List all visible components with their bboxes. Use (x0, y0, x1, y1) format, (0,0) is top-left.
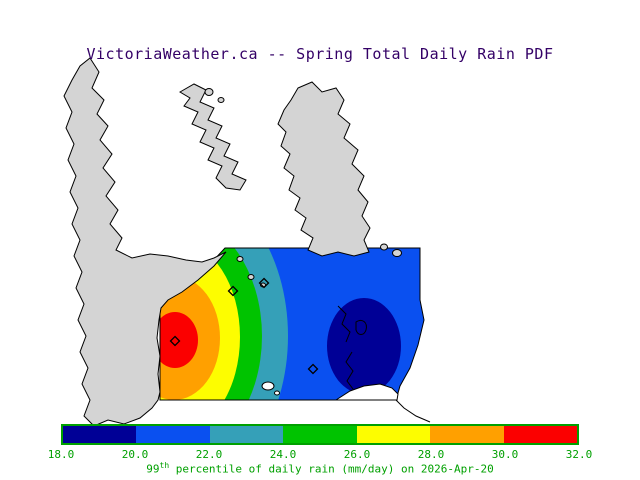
colorbar-ticks: 18.0 20.0 22.0 24.0 26.0 28.0 30.0 32.0 (48, 448, 593, 461)
colorbar-tick-label: 18.0 (47, 448, 75, 461)
colorbar-tick-label: 28.0 (417, 448, 445, 461)
landmass-west (63, 57, 227, 427)
small-island (247, 274, 255, 280)
inlet-loop-detail (355, 319, 367, 335)
landmass-north-central (179, 83, 247, 191)
colorbar-segment (209, 426, 284, 443)
harbour-coast-detail (337, 305, 351, 343)
caption-prefix: 99 (146, 462, 160, 476)
colorbar-segment (503, 426, 577, 443)
colorbar-tick-label: 22.0 (195, 448, 223, 461)
station-marker (307, 363, 319, 375)
colorbar-tick-label: 30.0 (491, 448, 519, 461)
caption-superscript: th (159, 461, 170, 470)
lagoon-island (261, 381, 275, 391)
colorbar-tick-label: 32.0 (565, 448, 593, 461)
caption-rest: percentile of daily rain (mm/day) on 202… (169, 462, 494, 476)
contour-field (160, 248, 424, 400)
sea-notch (334, 383, 399, 401)
caption: 99th percentile of daily rain (mm/day) o… (0, 461, 640, 476)
colorbar (61, 424, 579, 445)
colorbar-tick-label: 20.0 (121, 448, 149, 461)
contour-band-18-20 (327, 298, 401, 394)
harbour-coast-detail (345, 351, 354, 390)
stations-layer (169, 277, 319, 375)
station-marker (258, 277, 270, 289)
colorbar-tick-label: 24.0 (269, 448, 297, 461)
small-island (380, 243, 388, 251)
colorbar-tick-label: 26.0 (343, 448, 371, 461)
small-island (217, 97, 225, 103)
station-marker (227, 285, 239, 297)
small-island (236, 256, 244, 262)
contour-band-30-32 (160, 312, 198, 368)
colorbar-segment (63, 426, 137, 443)
station-marker (169, 335, 181, 347)
plot-title: VictoriaWeather.ca -- Spring Total Daily… (86, 45, 554, 63)
lagoon-islet (274, 390, 280, 396)
small-island (204, 88, 214, 96)
southeast-coastline (395, 399, 431, 423)
colorbar-segment (356, 426, 431, 443)
colorbar-segment (430, 426, 504, 443)
small-island (392, 249, 402, 257)
colorbar-segment (283, 426, 357, 443)
colorbar-segment (136, 426, 210, 443)
landmass-northeast-peninsula (277, 81, 371, 257)
